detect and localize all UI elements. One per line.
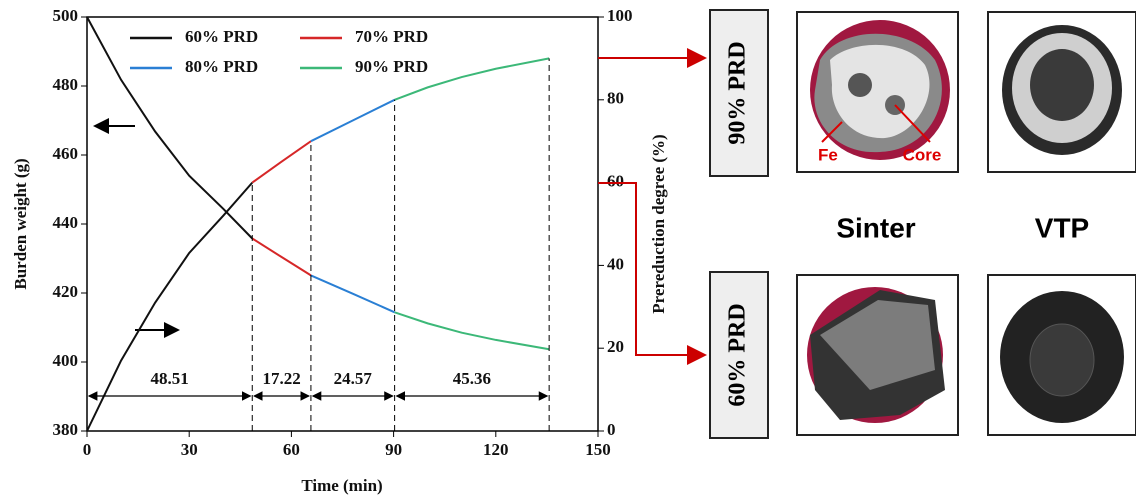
x-tick-label: 60 xyxy=(283,440,300,459)
y-tick-label: 480 xyxy=(53,75,79,94)
line xyxy=(87,17,252,238)
y2-tick-label: 100 xyxy=(607,6,633,25)
line xyxy=(252,141,311,182)
line xyxy=(311,100,395,141)
interval-label: 45.36 xyxy=(453,369,491,388)
y-tick-label: 460 xyxy=(53,144,79,163)
y-tick-label: 440 xyxy=(53,213,79,232)
x-tick-label: 120 xyxy=(483,440,509,459)
y-tick-label: 380 xyxy=(53,420,79,439)
line xyxy=(311,275,395,312)
chart: Burden weight (g) Prereduction degree (%… xyxy=(11,6,668,495)
x-tick-label: 30 xyxy=(181,440,198,459)
x-tick-label: 0 xyxy=(83,440,92,459)
x-axis-title: Time (min) xyxy=(301,476,382,495)
annotation: Core xyxy=(903,145,942,164)
y2-tick-label: 60 xyxy=(607,172,624,191)
interval-label: 24.57 xyxy=(334,369,373,388)
legend-label: 90% PRD xyxy=(355,57,428,76)
column-label: VTP xyxy=(1035,212,1089,243)
interval-label: 48.51 xyxy=(151,369,189,388)
photo-panel: 90% PRD 60% PRD Fe Core Sinter VTP xyxy=(598,10,1136,438)
line xyxy=(87,183,252,431)
y-tick-label: 500 xyxy=(53,6,79,25)
y2-tick-label: 80 xyxy=(607,89,624,108)
y2-tick-label: 0 xyxy=(607,420,616,439)
y2-tick-label: 20 xyxy=(607,337,624,356)
legend-label: 70% PRD xyxy=(355,27,428,46)
y-tick-label: 400 xyxy=(53,351,79,370)
interval-label: 17.22 xyxy=(262,369,300,388)
annotation: Fe xyxy=(818,145,838,164)
line xyxy=(252,238,311,275)
photo xyxy=(988,12,1136,172)
y2-tick-label: 40 xyxy=(607,254,624,273)
photo xyxy=(797,275,958,435)
legend-label: 80% PRD xyxy=(185,57,258,76)
legend-label: 60% PRD xyxy=(185,27,258,46)
y2-axis-title: Prereduction degree (%) xyxy=(649,134,668,313)
row-label: 90% PRD xyxy=(725,41,751,144)
photo xyxy=(988,275,1136,435)
y-axis-title: Burden weight (g) xyxy=(11,158,30,289)
figure: Burden weight (g) Prereduction degree (%… xyxy=(0,0,1136,500)
row-label: 60% PRD xyxy=(725,303,751,406)
y-tick-label: 420 xyxy=(53,282,79,301)
line xyxy=(395,312,550,349)
column-label: Sinter xyxy=(836,212,915,243)
x-tick-label: 90 xyxy=(385,440,402,459)
x-tick-label: 150 xyxy=(585,440,611,459)
